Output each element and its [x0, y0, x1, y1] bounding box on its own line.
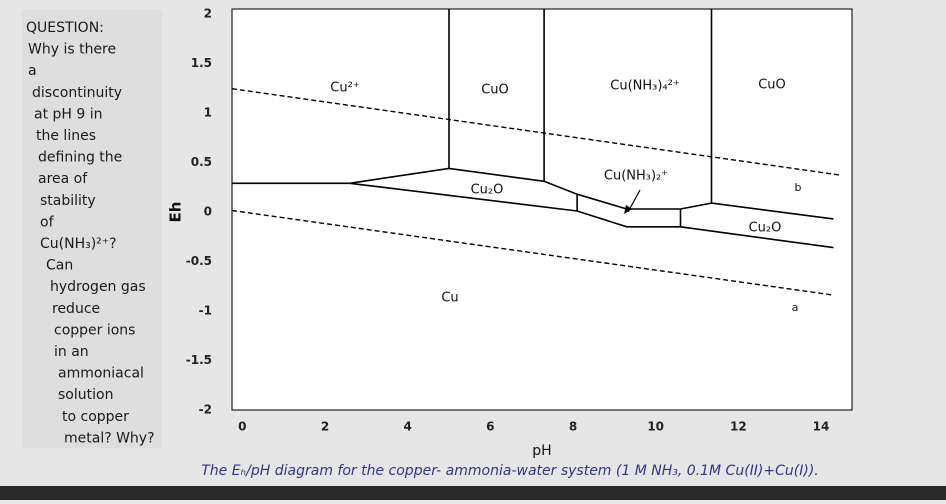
screen-bezel [0, 486, 946, 500]
question-text: ammoniacal [58, 366, 144, 382]
caption: The Eₕ/pH diagram for the copper- ammoni… [201, 463, 818, 479]
region-label: a [792, 301, 799, 314]
region-label: CuO [758, 78, 786, 93]
x-tick-label: 14 [813, 420, 830, 434]
x-tick-label: 10 [647, 420, 664, 434]
y-axis-label: Eh [167, 202, 185, 223]
region-label: Cu(NH₃)₂⁺ [604, 169, 668, 184]
region-label: Cu₂O [749, 221, 782, 236]
question-text: a [28, 63, 37, 79]
question-text: Why is there [28, 42, 116, 58]
y-tick-label: -1.5 [186, 353, 212, 367]
y-tick-label: -1 [199, 303, 212, 317]
y-tick-label: 2 [204, 6, 212, 20]
question-text: QUESTION: [26, 20, 104, 36]
question-text: stability [40, 193, 96, 209]
question-text: in an [54, 344, 89, 360]
y-tick-label: -0.5 [186, 254, 212, 268]
question-text: Cu(NH₃)²⁺? [40, 236, 117, 252]
dashed-boundary-line [231, 209, 834, 296]
question-text: discontinuity [32, 85, 122, 101]
x-axis-label: pH [532, 443, 551, 459]
y-tick-label: 0.5 [191, 155, 212, 169]
question-text: to copper [62, 409, 129, 425]
x-tick-label: 12 [730, 420, 747, 434]
boundary-line [349, 182, 834, 249]
boundary-line [349, 167, 834, 220]
question-panel [22, 10, 162, 448]
y-tick-label: 1.5 [191, 56, 212, 70]
question-text: metal? Why? [64, 430, 155, 446]
y-tick-label: 0 [204, 204, 212, 218]
region-label: Cu(NH₃)₄²⁺ [610, 79, 679, 94]
x-tick-label: 2 [321, 420, 329, 434]
x-tick-label: 8 [569, 420, 577, 434]
dashed-boundary-line [231, 88, 842, 176]
plot-area [231, 8, 853, 411]
question-text: hydrogen gas [50, 279, 146, 295]
region-label: Cu²⁺ [330, 81, 359, 96]
region-label: Cu₂O [471, 183, 504, 198]
region-label: Cu [441, 291, 458, 306]
question-text: of [40, 214, 55, 230]
question-text: copper ions [54, 322, 135, 338]
region-label: CuO [481, 83, 509, 98]
y-tick-label: -2 [199, 403, 212, 417]
question-text: the lines [36, 128, 96, 144]
question-text: area of [38, 171, 88, 187]
question-text: reduce [52, 301, 100, 317]
question-text: at pH 9 in [34, 106, 103, 122]
question-text: defining the [38, 150, 122, 166]
x-tick-label: 4 [403, 420, 411, 434]
question-text: solution [58, 387, 113, 403]
region-label: b [795, 181, 802, 194]
x-tick-label: 6 [486, 420, 494, 434]
x-tick-label: 0 [238, 420, 246, 434]
y-tick-label: 1 [204, 105, 212, 119]
question-text: Can [46, 258, 73, 274]
